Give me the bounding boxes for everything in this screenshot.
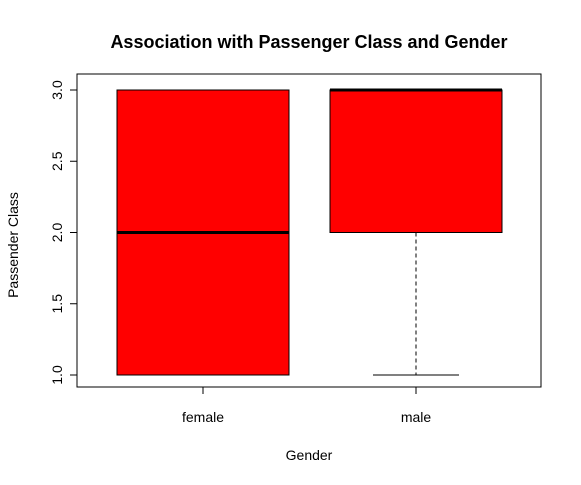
x-axis-label: Gender — [286, 447, 333, 463]
x-tick-label: female — [182, 409, 224, 425]
box-series — [116, 88, 503, 376]
x-axis: female male — [182, 386, 432, 425]
y-tick-label: 2.5 — [49, 151, 65, 171]
y-axis: 1.0 1.5 2.0 2.5 3.0 — [49, 80, 78, 385]
x-tick-label: male — [401, 409, 432, 425]
y-tick-label: 1.5 — [49, 294, 65, 314]
box-male — [329, 89, 503, 233]
y-axis-label: Passender Class — [5, 192, 21, 298]
y-tick-label: 1.0 — [49, 365, 65, 385]
chart-title: Association with Passenger Class and Gen… — [110, 32, 507, 52]
y-tick-label: 2.0 — [49, 223, 65, 243]
y-tick-label: 3.0 — [49, 80, 65, 100]
